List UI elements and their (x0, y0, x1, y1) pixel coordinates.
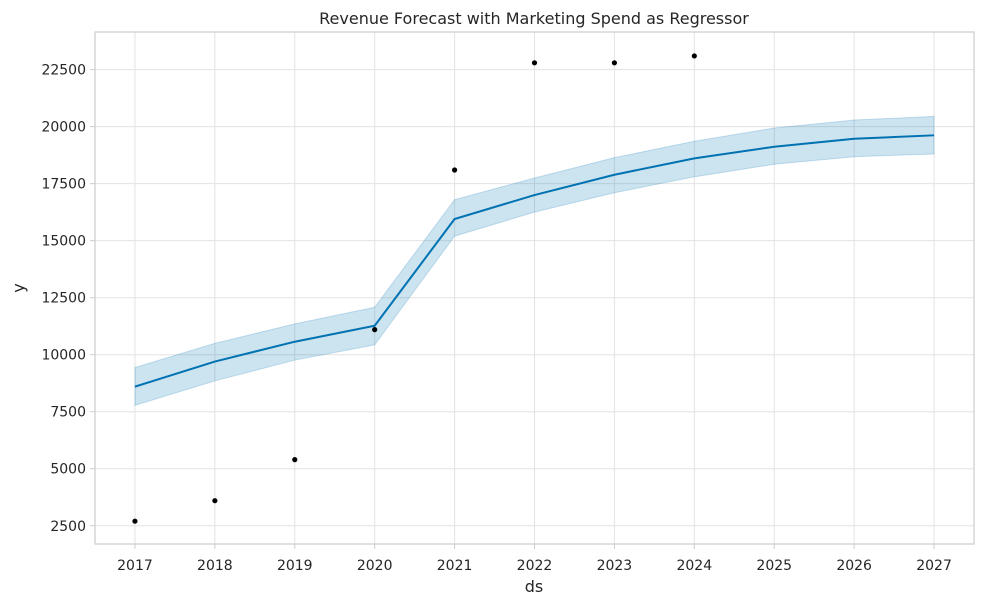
observed-point (451, 167, 458, 173)
x-tick-label: 2027 (916, 558, 952, 574)
y-tick-label: 12500 (41, 291, 86, 307)
x-tick-label: 2021 (437, 558, 473, 574)
x-tick-label: 2017 (117, 558, 153, 574)
forecast-line (134, 134, 935, 388)
x-tick-label: 2026 (836, 558, 872, 574)
observed-points (132, 53, 697, 524)
observed-point (292, 457, 298, 463)
observed-point (691, 53, 697, 59)
x-tick-label: 2024 (676, 558, 712, 574)
y-axis-label: y (9, 283, 28, 292)
x-tick-label: 2019 (277, 558, 313, 574)
observed-point (212, 498, 218, 504)
observed-point (531, 60, 538, 66)
observed-point (372, 327, 378, 333)
chart-title: Revenue Forecast with Marketing Spend as… (319, 9, 749, 28)
y-tick-label: 5000 (50, 462, 86, 478)
y-tick-label: 7500 (50, 405, 86, 421)
y-tick-label: 15000 (41, 234, 86, 250)
x-axis-label: ds (525, 577, 544, 596)
x-tick-label: 2018 (197, 558, 233, 574)
y-tick-labels: 2500 5000 7500 10000 12500 15000 17500 20000 225… (41, 63, 95, 535)
x-tick-label: 2023 (597, 558, 633, 574)
x-tick-label: 2020 (357, 558, 393, 574)
y-tick-label: 20000 (41, 120, 86, 136)
y-tick-label: 2500 (50, 519, 86, 535)
x-tick-labels: 2017 2018 2019 2020 2021 2022 2023 2024 2025 2026… (117, 544, 952, 574)
observed-point (132, 518, 138, 524)
x-tick-label: 2022 (517, 558, 553, 574)
y-tick-label: 22500 (41, 63, 86, 79)
grid-lines (95, 32, 974, 544)
y-tick-label: 17500 (41, 177, 86, 193)
observed-point (611, 60, 618, 66)
y-tick-label: 10000 (41, 348, 86, 364)
x-tick-label: 2025 (756, 558, 792, 574)
